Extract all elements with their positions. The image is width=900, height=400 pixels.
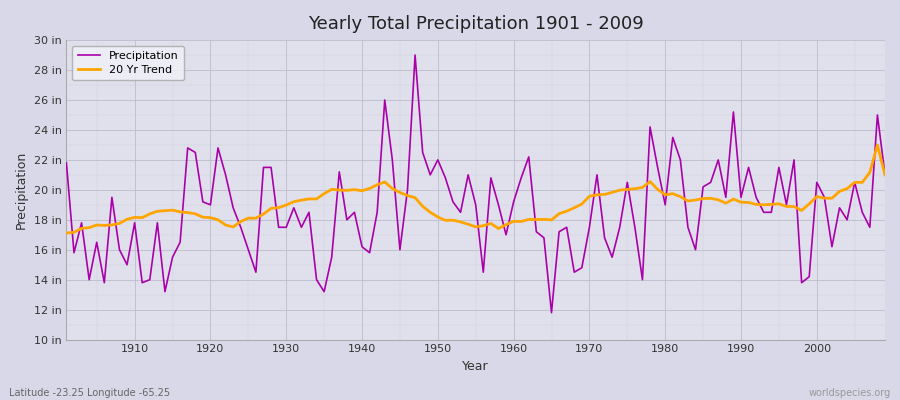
- Text: worldspecies.org: worldspecies.org: [809, 388, 891, 398]
- 20 Yr Trend: [508, 219, 519, 224]
- Legend: Precipitation, 20 Yr Trend: Precipitation, 20 Yr Trend: [72, 46, 184, 80]
- 20 Yr Trend: [599, 192, 610, 197]
- 20 Yr Trend: [500, 222, 511, 227]
- Precipitation: [410, 53, 420, 58]
- 20 Yr Trend: [61, 231, 72, 236]
- Line: Precipitation: Precipitation: [67, 55, 885, 313]
- 20 Yr Trend: [872, 142, 883, 147]
- Precipitation: [288, 206, 299, 210]
- 20 Yr Trend: [879, 172, 890, 177]
- Text: Latitude -23.25 Longitude -65.25: Latitude -23.25 Longitude -65.25: [9, 388, 170, 398]
- Title: Yearly Total Precipitation 1901 - 2009: Yearly Total Precipitation 1901 - 2009: [308, 15, 644, 33]
- Precipitation: [546, 310, 557, 315]
- Precipitation: [334, 170, 345, 174]
- Precipitation: [516, 176, 526, 180]
- Precipitation: [879, 172, 890, 177]
- X-axis label: Year: Year: [463, 360, 489, 373]
- Precipitation: [61, 160, 72, 165]
- Y-axis label: Precipitation: Precipitation: [15, 151, 28, 229]
- Precipitation: [508, 200, 519, 204]
- 20 Yr Trend: [334, 188, 345, 192]
- 20 Yr Trend: [122, 217, 132, 222]
- Precipitation: [615, 225, 626, 230]
- Line: 20 Yr Trend: 20 Yr Trend: [67, 145, 885, 233]
- Precipitation: [122, 262, 132, 267]
- 20 Yr Trend: [288, 199, 299, 204]
